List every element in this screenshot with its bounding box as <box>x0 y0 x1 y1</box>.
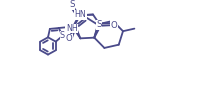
Text: NH: NH <box>66 24 78 33</box>
Text: S: S <box>96 20 102 29</box>
Text: S: S <box>60 31 65 40</box>
Text: S: S <box>69 0 75 9</box>
Text: O: O <box>66 34 73 44</box>
Text: O: O <box>110 21 117 30</box>
Text: HN: HN <box>74 10 86 19</box>
